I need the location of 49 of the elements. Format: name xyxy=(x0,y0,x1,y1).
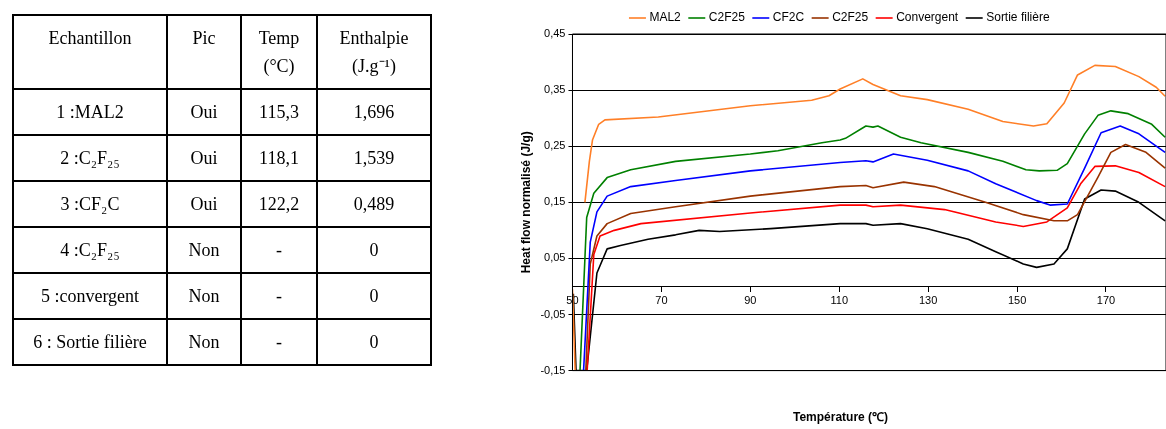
y-axis-title: Heat flow normalisé (J/g) xyxy=(518,131,533,274)
text: - xyxy=(241,273,317,319)
x-tick-label: 150 xyxy=(1007,294,1027,307)
text: Temp (°C) xyxy=(241,15,317,89)
x-tick-label: 110 xyxy=(830,294,848,307)
y-tick-label: 0,25 xyxy=(544,139,566,152)
x-axis-title: Température (℃) xyxy=(792,410,889,425)
y-tick-label: 0,05 xyxy=(544,251,566,264)
text: - xyxy=(241,227,317,273)
text: - xyxy=(241,319,317,365)
legend-label: MAL2 xyxy=(649,10,682,25)
text: 118,1 xyxy=(241,135,317,181)
text: Non xyxy=(167,227,241,273)
text: Non xyxy=(167,319,241,365)
text: 2 :C₂F₂₅ xyxy=(13,135,167,181)
text: Enthalpie (J.g⁻¹) xyxy=(317,15,431,89)
y-tick-label: -0,05 xyxy=(540,307,566,320)
text: 3 :CF₂C xyxy=(13,181,167,227)
text: 1,696 xyxy=(317,89,431,135)
text: 4 :C₂F₂₅ xyxy=(13,227,167,273)
legend-label: C2F25 xyxy=(708,10,746,25)
text: 1,539 xyxy=(317,135,431,181)
text: 6 : Sortie filière xyxy=(13,319,167,365)
text: Oui xyxy=(167,135,241,181)
y-tick-label: -0,15 xyxy=(540,363,566,376)
text: 0,489 xyxy=(317,181,431,227)
y-tick-label: 0,45 xyxy=(544,27,566,40)
legend-label: Convergent xyxy=(896,10,959,25)
legend-label: C2F25 xyxy=(832,10,869,25)
text: 122,2 xyxy=(241,181,317,227)
x-tick-label: 70 xyxy=(655,294,668,307)
text: Oui xyxy=(167,181,241,227)
text: 0 xyxy=(317,319,431,365)
text: 115,3 xyxy=(241,89,317,135)
text: 1 :MAL2 xyxy=(13,89,167,135)
y-tick-label: 0,35 xyxy=(544,83,566,96)
text: 0 xyxy=(317,227,431,273)
text: Non xyxy=(167,273,241,319)
text: 5 :convergent xyxy=(13,273,167,319)
x-tick-label: 130 xyxy=(918,294,938,307)
text: Pic xyxy=(167,15,241,89)
x-tick-label: 170 xyxy=(1096,294,1116,307)
text: Echantillon xyxy=(13,15,167,89)
text: 0 xyxy=(317,273,431,319)
legend-label: CF2C xyxy=(772,10,805,25)
x-tick-label: 90 xyxy=(744,294,757,307)
y-tick-label: 0,15 xyxy=(544,195,566,208)
text: Oui xyxy=(167,89,241,135)
legend-label: Sortie filière xyxy=(986,10,1050,25)
